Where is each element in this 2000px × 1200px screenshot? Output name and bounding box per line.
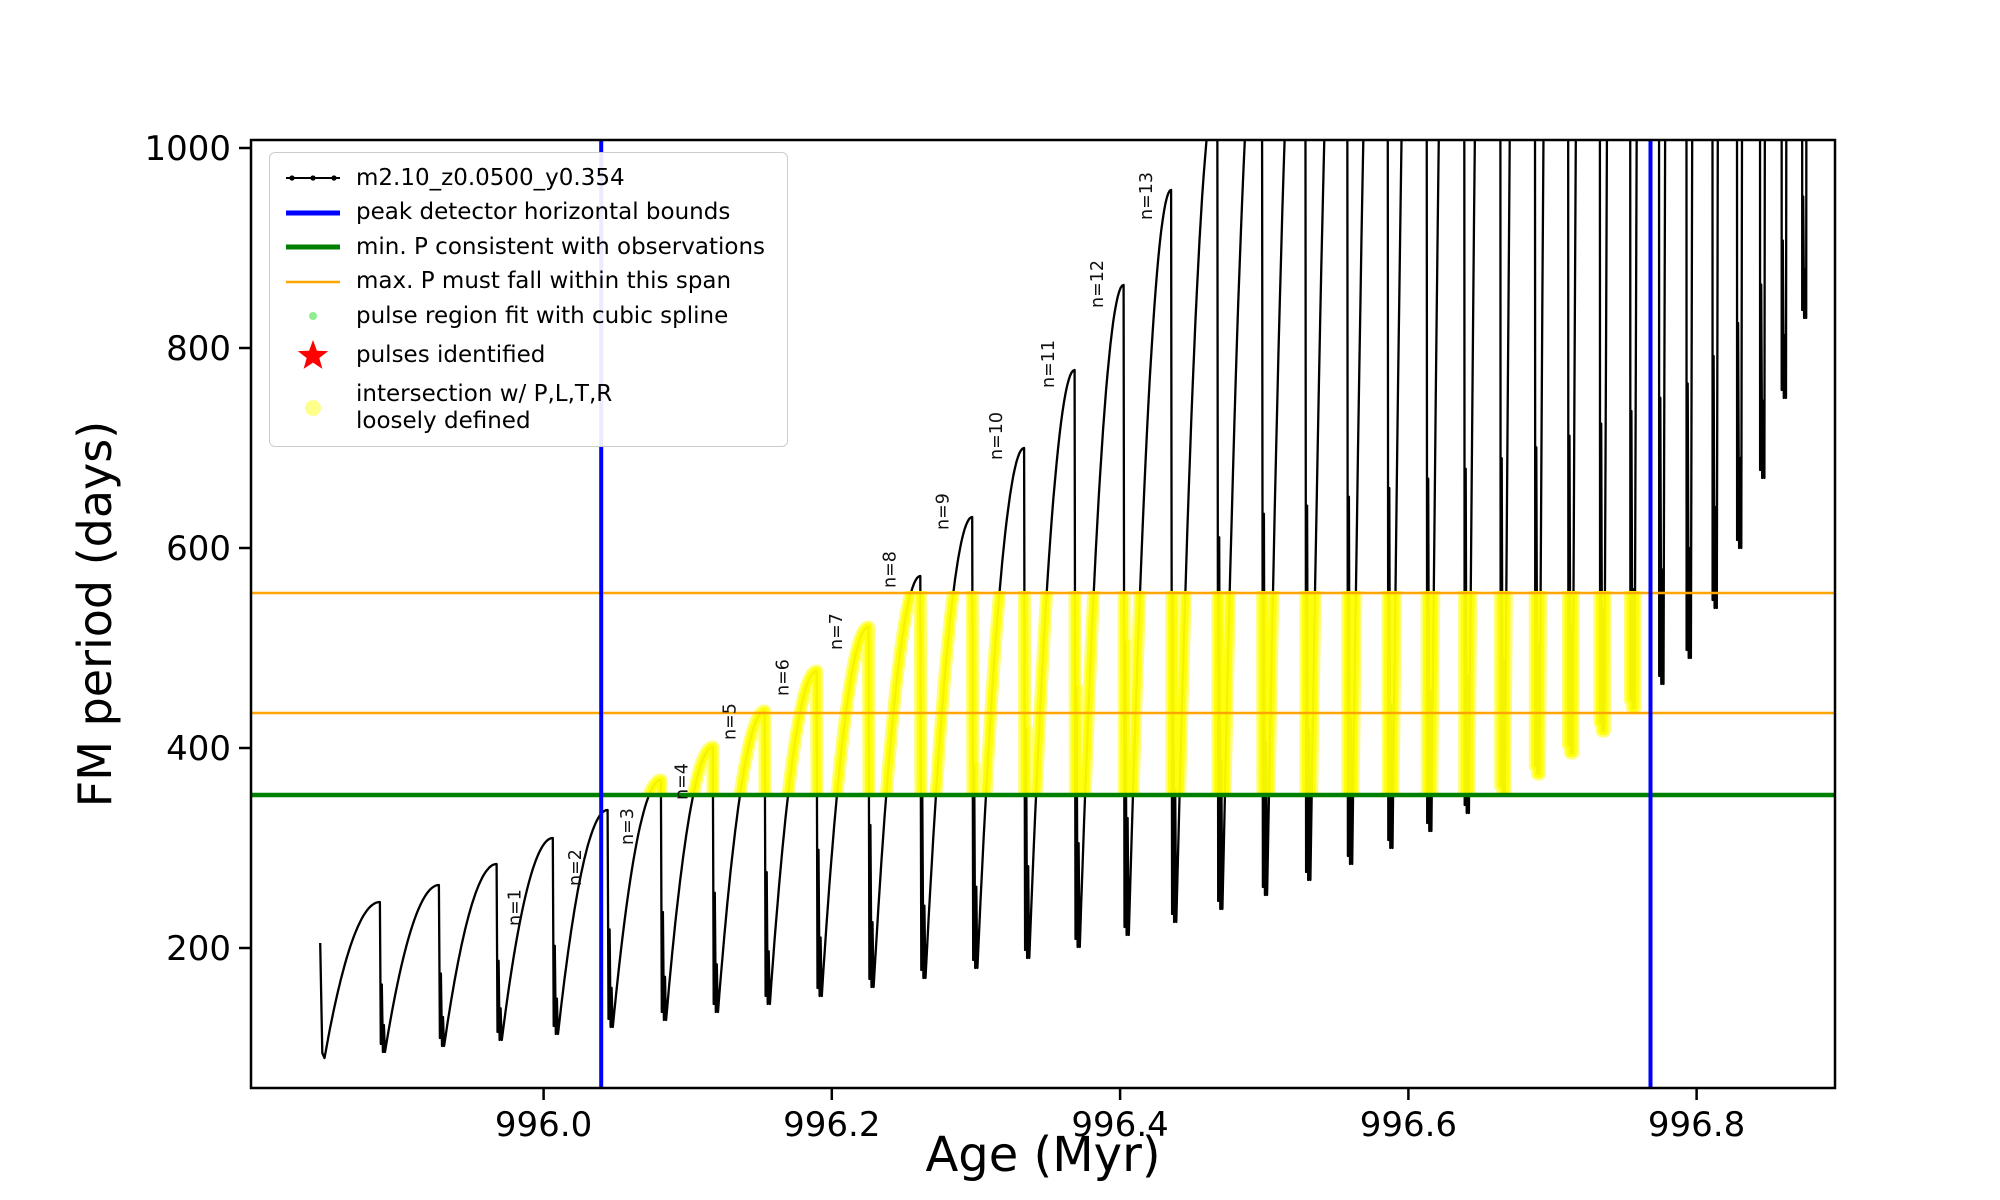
pulse-number-annotation: n=10 [987,412,1007,460]
y-axis-label: FM period (days) [68,420,122,808]
y-tick-label: 200 [166,929,231,969]
x-tick-label: 996.0 [495,1105,592,1145]
x-tick-label: 996.8 [1648,1105,1745,1145]
legend-entry: max. P must fall within this span [284,268,765,294]
legend-label: max. P must fall within this span [356,268,732,295]
y-tick-label: 600 [166,529,231,569]
x-axis-label: Age (Myr) [925,1127,1161,1183]
x-tick-label: 996.6 [1360,1105,1457,1145]
legend-marker-star [284,337,342,373]
pulse-number-annotation: n=3 [618,808,638,845]
legend-label: intersection w/ P,L,T,R loosely defined [356,381,613,434]
legend-marker-thick-line [284,200,342,226]
pulse-number-annotation: n=12 [1088,260,1108,308]
legend-marker-thick-line [284,234,342,260]
y-tick-label: 400 [166,729,231,769]
x-tick-label: 996.4 [1071,1105,1168,1145]
legend-entry: pulse region fit with cubic spline [284,303,765,329]
legend-entry: min. P consistent with observations [284,234,765,260]
pulse-number-annotation: n=7 [827,613,847,650]
legend-marker-line-dots [284,165,342,191]
legend-label: pulse region fit with cubic spline [356,302,729,329]
pulse-number-annotation: n=13 [1137,172,1157,220]
pulse-number-annotation: n=8 [880,551,900,588]
legend-entry: intersection w/ P,L,T,R loosely defined [284,381,765,434]
legend-label: pulses identified [356,341,546,368]
legend-entry: peak detector horizontal bounds [284,199,765,225]
legend-label: m2.10_z0.0500_y0.354 [356,165,625,191]
legend-entry: pulses identified [284,337,765,373]
legend-entry: m2.10_z0.0500_y0.354 [284,165,765,191]
legend-marker-small-dot [284,303,342,329]
y-tick-label: 1000 [144,129,231,169]
pulse-number-annotation: n=9 [934,493,954,530]
x-tick-label: 996.2 [783,1105,880,1145]
pulse-number-annotation: n=11 [1039,340,1059,388]
pulse-number-annotation: n=5 [720,703,740,740]
pulse-number-annotation: n=6 [774,659,794,696]
legend-label: min. P consistent with observations [356,233,766,260]
axes-spines [249,138,1837,1090]
legend-label: peak detector horizontal bounds [356,199,731,226]
y-tick-label: 800 [166,329,231,369]
pulse-number-annotation: n=2 [566,849,586,886]
legend-marker-dot [284,395,342,421]
pulse-curve [319,140,1808,1060]
legend-marker-line [284,269,342,295]
pulse-number-annotation: n=4 [673,763,693,800]
pulse-number-annotation: n=1 [506,889,526,926]
